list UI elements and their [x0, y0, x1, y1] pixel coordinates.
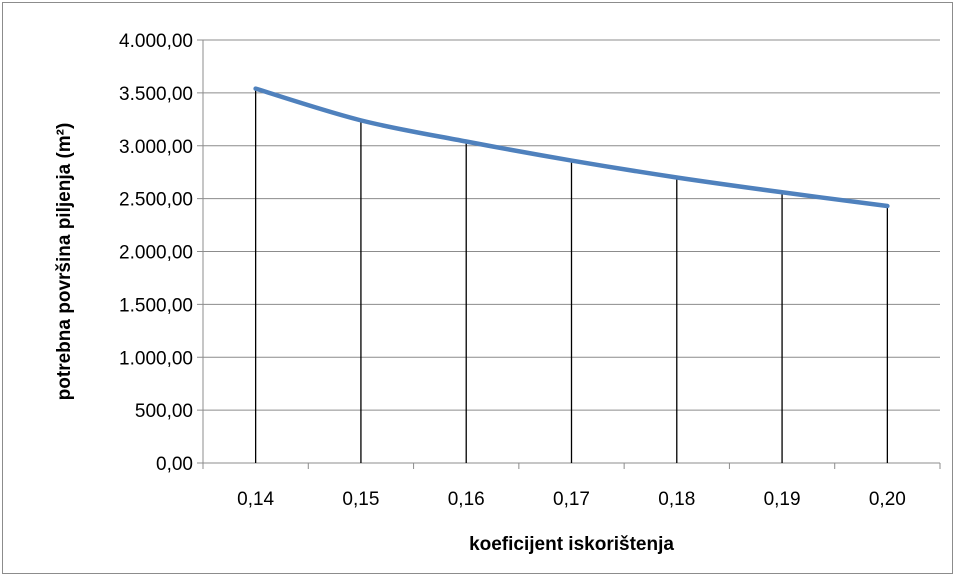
y-tick-label: 4.000,00 [119, 31, 193, 52]
x-tick-label: 0,18 [658, 489, 695, 510]
series-line [253, 86, 890, 209]
x-tick-label: 0,20 [869, 489, 906, 510]
y-tick-label: 1.000,00 [119, 348, 193, 369]
x-tick-label: 0,19 [764, 489, 801, 510]
series-layer [253, 86, 890, 209]
x-tick-labels: 0,14 0,15 0,16 0,17 0,18 0,19 0,20 [237, 489, 906, 510]
y-axis-title: potrebna površina piljenja (m²) [54, 123, 75, 401]
x-axis-title: koeficijent iskorištenja [469, 534, 674, 555]
y-tick-label: 3.000,00 [119, 137, 193, 158]
x-tick-label: 0,14 [237, 489, 274, 510]
x-tick-label: 0,16 [448, 489, 485, 510]
y-tick-label: 1.500,00 [119, 295, 193, 316]
y-tick-label: 3.500,00 [119, 84, 193, 105]
x-tick-label: 0,15 [342, 489, 379, 510]
y-tick-labels: 0,00 500,00 1.000,00 1.500,00 2.000,00 2.500,… [119, 31, 193, 475]
drop-lines [254, 88, 889, 463]
y-tick-label: 2.000,00 [119, 243, 193, 264]
y-tick-label: 2.500,00 [119, 190, 193, 211]
y-tick-label: 0,00 [156, 454, 193, 475]
x-tick-label: 0,17 [553, 489, 590, 510]
y-tick-label: 500,00 [135, 401, 193, 422]
